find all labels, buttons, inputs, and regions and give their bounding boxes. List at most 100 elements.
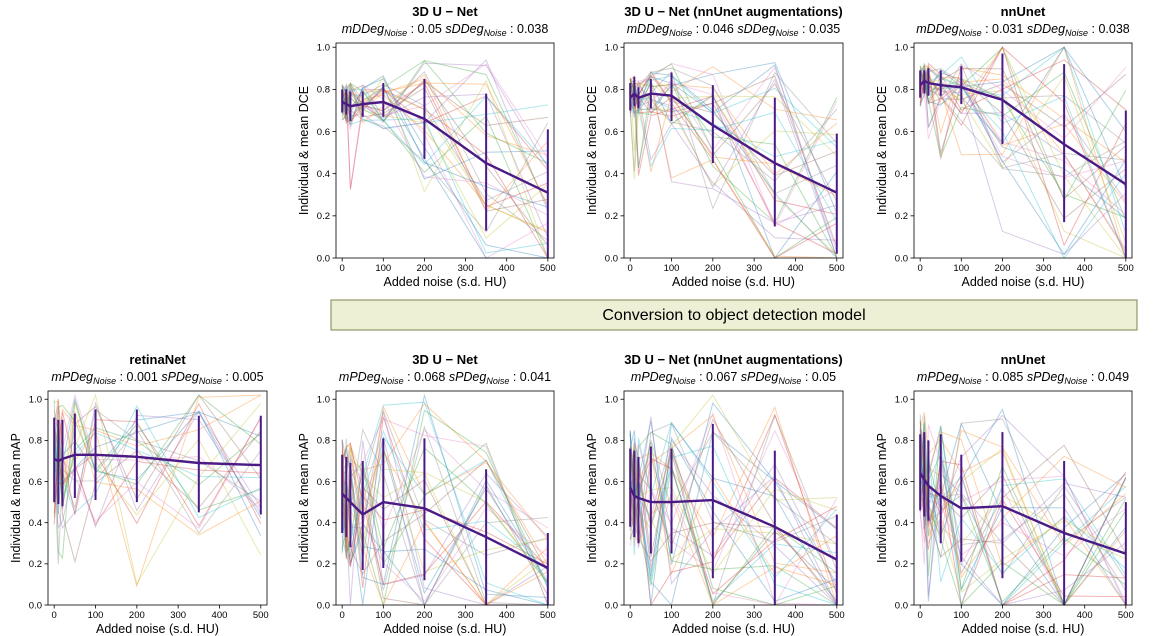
degradation-metrics: mDDegNoise : 0.046 sDDegNoise : 0.035 [627, 22, 841, 38]
x-tick-label: 0 [52, 610, 57, 621]
individual-line [629, 67, 838, 195]
chart-title: retinaNet [129, 352, 186, 367]
x-tick-label: 400 [499, 610, 515, 621]
individual-line [341, 449, 549, 575]
individual-line [629, 78, 838, 258]
plot-frame [47, 390, 268, 606]
y-tick-label: 0.2 [895, 559, 908, 570]
y-tick-label: 0.4 [605, 518, 618, 529]
plot-frame [913, 42, 1133, 259]
x-tick-label: 100 [664, 263, 680, 274]
x-tick-label: 0 [628, 263, 633, 274]
chart-map-3dunet: 3D U − Net mPDegNoise : 0.068 sPDegNoise … [297, 352, 556, 636]
x-axis-label: Added noise (s.d. HU) [962, 275, 1085, 289]
x-tick-label: 100 [375, 610, 391, 621]
x-tick-label: 400 [499, 263, 515, 274]
x-axis-label: Added noise (s.d. HU) [384, 275, 507, 289]
individual-lines [919, 45, 1127, 259]
chart-dce-3dunet: 3D U − Net mDDegNoise : 0.05 sDDegNoise :… [297, 4, 556, 289]
individual-line [341, 448, 549, 606]
x-tick-label: 200 [417, 263, 433, 274]
individual-line [341, 405, 549, 559]
individual-line [629, 77, 838, 157]
x-tick-label: 200 [995, 263, 1011, 274]
individual-line [341, 409, 548, 557]
y-tick-label: 0.4 [605, 169, 618, 180]
individual-line [341, 78, 548, 259]
x-tick-label: 500 [540, 263, 556, 274]
chart-title: nnUnet [1001, 352, 1046, 367]
individual-line [53, 401, 262, 529]
y-tick-label: 0.0 [605, 600, 618, 611]
x-tick-label: 400 [1077, 263, 1093, 274]
y-tick-label: 0.2 [317, 211, 330, 222]
individual-line [919, 62, 1126, 259]
x-tick-label: 500 [540, 610, 556, 621]
conversion-banner-box [330, 299, 1138, 331]
x-tick-label: 300 [458, 263, 474, 274]
y-tick-label: 0.0 [895, 600, 908, 611]
y-tick-label: 0.0 [895, 253, 908, 264]
individual-lines [341, 59, 549, 259]
x-tick-label: 300 [458, 610, 474, 621]
y-tick-label: 0.0 [29, 600, 42, 611]
individual-line [629, 81, 838, 260]
degradation-metrics: mPDegNoise : 0.068 sPDegNoise : 0.041 [339, 370, 551, 386]
individual-line [341, 428, 548, 607]
x-axis-label: Added noise (s.d. HU) [672, 622, 795, 636]
chart-title: 3D U − Net [412, 352, 478, 367]
x-tick-label: 200 [417, 610, 433, 621]
x-tick-label: 300 [1036, 263, 1052, 274]
individual-line [629, 75, 838, 248]
individual-line [629, 82, 838, 228]
x-tick-label: 0 [340, 610, 345, 621]
x-tick-label: 0 [340, 263, 345, 274]
individual-line [919, 46, 1127, 190]
chart-title: nnUnet [1001, 4, 1046, 19]
y-tick-label: 0.2 [895, 211, 908, 222]
plot-frame [623, 390, 844, 606]
x-tick-label: 300 [170, 610, 186, 621]
chart-title: 3D U − Net (nnUnet augmentations) [624, 4, 843, 19]
chart-map-3dunet-aug: 3D U − Net (nnUnet augmentations) mPDegNo… [585, 352, 845, 636]
plot-frame [623, 42, 844, 259]
y-tick-label: 0.8 [605, 85, 618, 96]
x-tick-label: 200 [705, 610, 721, 621]
x-tick-label: 300 [746, 263, 762, 274]
y-tick-label: 0.0 [317, 253, 330, 264]
individual-line [919, 408, 1127, 607]
y-tick-label: 0.8 [29, 436, 42, 447]
individual-line [919, 416, 1127, 607]
individual-line [919, 439, 1127, 606]
individual-line [341, 90, 548, 232]
chart-dce-3dunet-aug: 3D U − Net (nnUnet augmentations) mDDegNo… [585, 4, 845, 289]
individual-line [919, 65, 1127, 253]
x-tick-label: 500 [1118, 610, 1134, 621]
x-tick-label: 300 [746, 610, 762, 621]
x-tick-label: 0 [918, 263, 923, 274]
y-tick-label: 0.8 [317, 85, 330, 96]
chart-map-nnunet: nnUnet mPDegNoise : 0.085 sPDegNoise : 0.… [875, 352, 1134, 636]
y-tick-label: 1.0 [317, 43, 330, 54]
individual-line [919, 412, 1127, 606]
x-tick-label: 500 [829, 263, 845, 274]
x-tick-label: 500 [829, 610, 845, 621]
y-tick-label: 0.8 [317, 436, 330, 447]
y-axis-label: Individual & mean DCE [297, 86, 311, 215]
individual-line [629, 107, 837, 187]
x-tick-label: 100 [88, 610, 104, 621]
individual-lines [341, 393, 549, 607]
y-tick-label: 0.6 [317, 127, 330, 138]
y-tick-label: 0.4 [317, 518, 330, 529]
x-tick-label: 200 [995, 610, 1011, 621]
x-tick-label: 400 [788, 263, 804, 274]
individual-line [341, 75, 548, 208]
conversion-banner: Conversion to object detection model [330, 299, 1138, 331]
y-tick-label: 0.6 [605, 127, 618, 138]
y-tick-label: 1.0 [317, 395, 330, 406]
x-tick-label: 500 [253, 610, 269, 621]
individual-line [629, 401, 838, 584]
individual-line [629, 94, 837, 241]
individual-line [919, 442, 1126, 606]
individual-line [341, 418, 549, 606]
